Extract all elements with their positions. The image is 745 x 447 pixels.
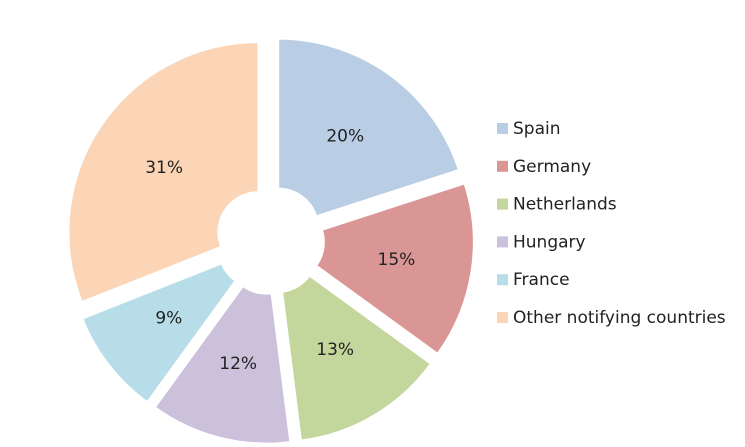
- slice-label: 9%: [155, 308, 182, 328]
- slice: [67, 41, 260, 304]
- legend-label: Other notifying countries: [513, 308, 726, 328]
- slice-label: 31%: [145, 158, 183, 178]
- slice: [153, 284, 292, 445]
- legend-label: Germany: [513, 157, 591, 177]
- slice: [281, 274, 433, 442]
- legend-swatch: [497, 123, 508, 134]
- legend-swatch: [497, 236, 508, 248]
- slice-label: 20%: [326, 126, 364, 146]
- slice-label: 15%: [378, 250, 416, 270]
- legend-label: Hungary: [513, 232, 586, 252]
- slice-label: 13%: [316, 340, 354, 360]
- legend-swatch: [497, 160, 508, 172]
- slice: [277, 37, 461, 218]
- legend-swatch: [497, 312, 508, 323]
- legend-swatch: [497, 274, 508, 286]
- legend-label: Spain: [513, 119, 561, 139]
- slice-label: 12%: [219, 354, 257, 374]
- slice: [80, 262, 237, 404]
- legend-label: France: [513, 270, 570, 290]
- legend-swatch: [497, 198, 508, 210]
- legend-label: Netherlands: [513, 195, 617, 215]
- slice: [314, 182, 475, 356]
